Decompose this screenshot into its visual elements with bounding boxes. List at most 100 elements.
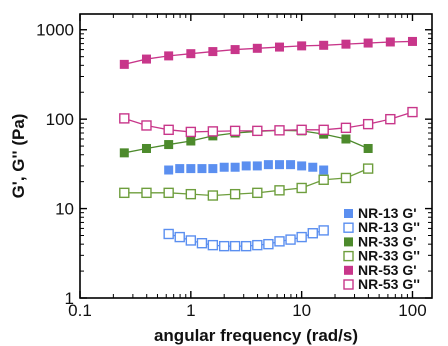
data-point bbox=[252, 43, 262, 53]
data-point bbox=[164, 51, 174, 61]
data-point bbox=[385, 113, 396, 125]
legend-label: NR-53 G'' bbox=[358, 276, 420, 292]
data-point bbox=[119, 187, 130, 199]
data-point bbox=[163, 187, 174, 199]
data-point bbox=[141, 143, 151, 153]
x-tick-label: 10 bbox=[292, 301, 311, 320]
x-tick-label: 0.1 bbox=[68, 301, 92, 320]
data-point bbox=[185, 126, 197, 138]
y-tick-label: 1 bbox=[65, 289, 74, 308]
legend-marker bbox=[343, 279, 354, 290]
data-point bbox=[385, 37, 395, 47]
data-point bbox=[207, 126, 219, 137]
data-point bbox=[307, 228, 318, 239]
series-1 bbox=[163, 225, 329, 252]
data-point bbox=[341, 134, 351, 144]
data-point bbox=[362, 118, 374, 130]
legend-label: NR-33 G' bbox=[358, 233, 417, 249]
x-axis-label: angular frequency (rad/s) bbox=[154, 326, 358, 345]
data-point bbox=[119, 59, 129, 69]
data-point bbox=[186, 136, 196, 146]
data-point bbox=[285, 234, 296, 245]
data-point bbox=[296, 231, 307, 243]
series-3 bbox=[119, 163, 374, 201]
y-tick-label: 1000 bbox=[36, 21, 74, 40]
data-point bbox=[163, 228, 174, 240]
data-point bbox=[297, 41, 307, 51]
data-point bbox=[252, 239, 263, 251]
data-point bbox=[164, 140, 174, 150]
legend-marker bbox=[344, 265, 353, 275]
data-point bbox=[274, 185, 285, 196]
series-line bbox=[124, 129, 369, 154]
data-point bbox=[174, 231, 185, 243]
data-point bbox=[207, 239, 219, 251]
legend-label: NR-13 G'' bbox=[358, 219, 420, 235]
data-point bbox=[308, 162, 318, 172]
data-point bbox=[252, 187, 263, 199]
data-point bbox=[263, 238, 274, 250]
y-tick-label: 10 bbox=[55, 200, 74, 219]
legend-label: NR-53 G' bbox=[358, 262, 417, 278]
data-point bbox=[218, 240, 230, 252]
data-point bbox=[319, 165, 329, 175]
data-point bbox=[341, 39, 351, 49]
data-point bbox=[340, 122, 352, 134]
data-point bbox=[274, 125, 285, 136]
legend-label: NR-13 G' bbox=[358, 205, 417, 221]
data-point bbox=[286, 160, 296, 170]
legend-marker bbox=[344, 209, 353, 218]
data-point bbox=[230, 45, 240, 55]
data-point bbox=[274, 236, 285, 247]
series-0 bbox=[164, 160, 329, 175]
data-point bbox=[274, 160, 284, 170]
data-point bbox=[340, 172, 352, 184]
data-point bbox=[318, 174, 329, 185]
data-point bbox=[207, 190, 219, 201]
data-point bbox=[185, 188, 197, 200]
data-point bbox=[241, 240, 252, 252]
legend-marker bbox=[343, 222, 354, 233]
y-axis-label: G', G'' (Pa) bbox=[9, 114, 28, 199]
data-point bbox=[163, 124, 174, 136]
data-point bbox=[119, 148, 129, 158]
data-point bbox=[407, 36, 417, 46]
data-point bbox=[241, 161, 251, 171]
y-tick-label: 100 bbox=[46, 110, 74, 129]
legend: NR-13 G'NR-13 G''NR-33 G'NR-33 G''NR-53 … bbox=[343, 205, 420, 292]
data-point bbox=[141, 187, 152, 199]
legend-label: NR-33 G'' bbox=[358, 248, 420, 264]
data-point bbox=[319, 40, 329, 50]
data-point bbox=[252, 125, 263, 137]
data-point bbox=[141, 54, 151, 64]
data-point bbox=[186, 164, 196, 174]
legend-marker bbox=[343, 250, 354, 262]
data-point bbox=[230, 162, 240, 172]
data-point bbox=[185, 235, 197, 246]
data-point bbox=[141, 120, 152, 131]
data-point bbox=[196, 238, 208, 249]
series-5 bbox=[119, 106, 418, 138]
x-tick-label: 100 bbox=[398, 301, 426, 320]
data-point bbox=[208, 47, 218, 57]
data-point bbox=[186, 49, 196, 59]
data-point bbox=[362, 163, 374, 174]
data-point bbox=[297, 161, 307, 171]
data-point bbox=[197, 164, 207, 174]
data-point bbox=[318, 124, 329, 136]
data-point bbox=[219, 162, 229, 172]
data-point bbox=[296, 124, 307, 136]
series-line bbox=[124, 167, 369, 197]
data-point bbox=[229, 188, 241, 200]
data-point bbox=[229, 125, 241, 137]
data-point bbox=[175, 164, 185, 174]
data-point bbox=[119, 113, 130, 124]
plot-frame bbox=[79, 13, 433, 299]
legend-marker bbox=[344, 237, 353, 247]
data-point bbox=[164, 165, 174, 175]
data-point bbox=[274, 42, 284, 52]
data-point bbox=[318, 225, 329, 236]
data-point bbox=[363, 143, 373, 153]
